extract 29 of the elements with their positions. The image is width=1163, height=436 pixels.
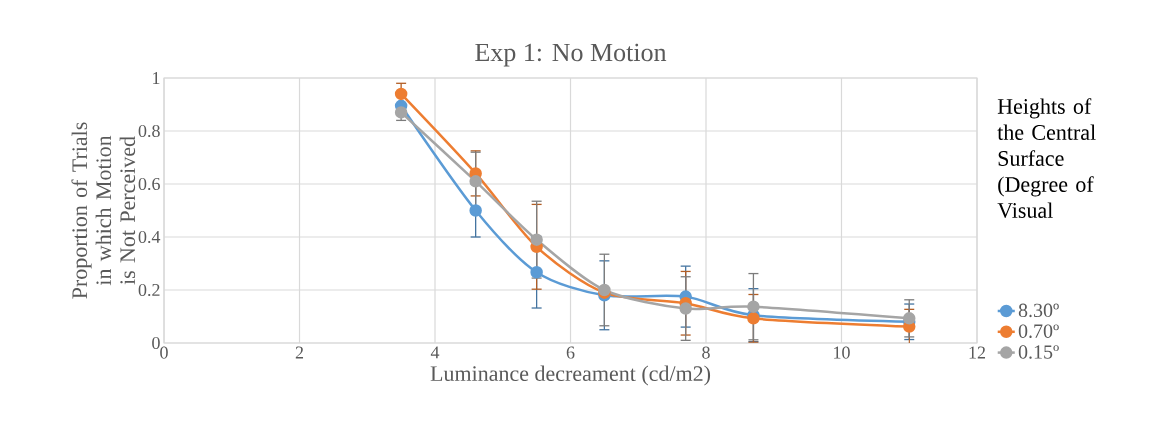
y-axis-title: Proportion of Trials in which Motion is Not Perceived xyxy=(71,122,136,299)
chart-title: Exp 1: No Motion xyxy=(475,43,667,67)
y-tick-label: 1 xyxy=(153,72,160,84)
legend-label: 8.30º xyxy=(1018,303,1059,318)
point xyxy=(903,312,916,325)
x-tick-label: 6 xyxy=(566,346,575,359)
point xyxy=(469,175,482,188)
x-tick-label: 2 xyxy=(295,346,304,359)
x-tick-label: 10 xyxy=(834,346,850,359)
x-axis-title: Luminance decreament (cd/m2) xyxy=(430,365,711,386)
y-tick-label: 0.8 xyxy=(138,124,160,138)
point xyxy=(394,87,408,101)
x-tick-label: 12 xyxy=(969,346,986,359)
y-tick-label: 0.2 xyxy=(138,283,160,297)
x-tick-label: 4 xyxy=(430,346,440,359)
y-tick-label: 0.4 xyxy=(138,230,161,244)
point xyxy=(394,106,408,119)
y-tick-label: 0 xyxy=(152,336,160,350)
point xyxy=(679,302,692,315)
x-tick-label: 8 xyxy=(702,346,710,359)
point xyxy=(747,312,760,325)
point xyxy=(747,300,760,313)
point xyxy=(530,233,543,246)
y-tick-label: 0.6 xyxy=(138,177,160,191)
legend-label: 0.70º xyxy=(1018,324,1059,338)
legend-title: Heights of the Central Surface (Degree of Visual xyxy=(997,98,1096,219)
point xyxy=(469,204,482,217)
legend-label: 0.15º xyxy=(1018,345,1059,359)
point xyxy=(530,265,543,279)
